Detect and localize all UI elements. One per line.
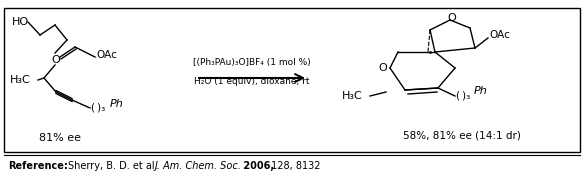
Text: Ph: Ph <box>474 86 488 96</box>
Text: Ph: Ph <box>110 99 124 109</box>
Text: 128, 8132: 128, 8132 <box>268 161 321 171</box>
Text: ( )₃: ( )₃ <box>91 103 105 113</box>
Text: J. Am. Chem. Soc.: J. Am. Chem. Soc. <box>155 161 242 171</box>
Text: 2006,: 2006, <box>240 161 274 171</box>
Text: Reference:: Reference: <box>8 161 68 171</box>
Text: ( )₃: ( )₃ <box>456 91 470 101</box>
Text: H₂O (1 equiv), dioxane, rt: H₂O (1 equiv), dioxane, rt <box>194 77 310 86</box>
Text: H₃C: H₃C <box>342 91 363 101</box>
Text: [(Ph₃PAu)₃O]BF₄ (1 mol %): [(Ph₃PAu)₃O]BF₄ (1 mol %) <box>193 58 311 67</box>
Bar <box>4 8 580 152</box>
Text: Sherry, B. D. et al.: Sherry, B. D. et al. <box>68 161 161 171</box>
Text: 81% ee: 81% ee <box>39 133 81 143</box>
Text: 58%, 81% ee (14:1 dr): 58%, 81% ee (14:1 dr) <box>403 130 521 140</box>
Text: O: O <box>447 13 456 23</box>
Text: O: O <box>51 55 60 65</box>
Text: O: O <box>378 63 387 73</box>
Text: HO: HO <box>12 17 29 27</box>
Text: OAc: OAc <box>489 30 510 40</box>
Text: OAc: OAc <box>96 50 117 60</box>
Text: H₃C: H₃C <box>10 75 31 85</box>
